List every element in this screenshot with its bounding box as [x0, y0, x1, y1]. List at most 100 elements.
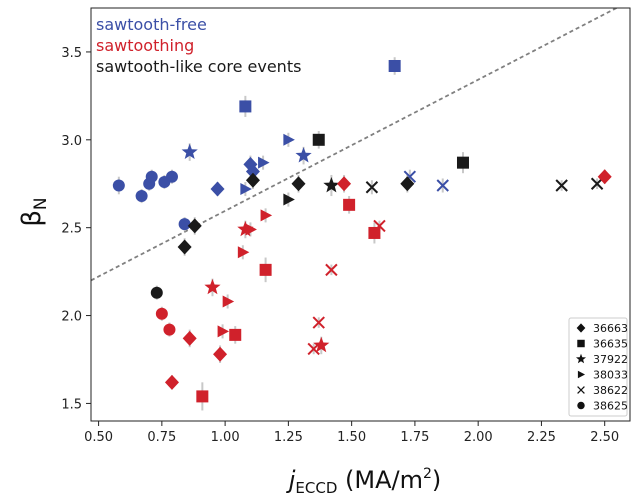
x-tick-label: 1.75 — [400, 430, 429, 445]
y-tick-label: 1.5 — [61, 397, 82, 412]
data-point-star — [237, 220, 254, 237]
data-point-diamond — [243, 156, 258, 172]
legend-saw: sawtoothing — [96, 36, 194, 55]
data-point-star — [295, 147, 312, 163]
data-point-circle — [145, 170, 158, 183]
x-axis-title-units: (MA/m — [337, 466, 423, 494]
legend-marker-triangle — [577, 370, 586, 379]
legend-marker-square — [577, 339, 585, 348]
x-tick-label: 0.50 — [84, 430, 113, 445]
data-point-star — [181, 143, 198, 159]
data-point-circle — [163, 323, 176, 336]
data-point-circle — [112, 179, 125, 192]
x-tick-label: 0.75 — [147, 430, 176, 445]
data-point-triangle — [217, 325, 230, 338]
data-point-triangle — [258, 156, 270, 169]
data-point-star — [323, 177, 340, 193]
data-point-square — [343, 198, 356, 211]
data-point-triangle — [283, 193, 295, 206]
data-point-x — [373, 219, 386, 233]
y-tick-label: 3.5 — [61, 46, 82, 61]
x-tick-label: 1.25 — [274, 430, 303, 445]
legend-label-37922: 37922 — [593, 353, 628, 366]
y-tick-label: 2.0 — [61, 310, 82, 325]
data-point-square — [196, 390, 209, 403]
data-point-diamond — [182, 330, 197, 346]
data-point-diamond — [164, 374, 179, 390]
data-point-diamond — [187, 218, 202, 234]
x-tick-label: 2.00 — [464, 430, 493, 445]
data-point-square — [229, 328, 242, 341]
data-point-diamond — [213, 346, 228, 362]
x-tick-label: 1.50 — [337, 430, 366, 445]
legend-marker-diamond — [576, 323, 586, 333]
data-point-square — [388, 59, 401, 72]
data-point-triangle — [240, 183, 252, 196]
data-point-square — [259, 263, 272, 276]
data-point-x — [555, 179, 568, 192]
category-legend: sawtooth-free sawtoothing sawtooth-like co… — [96, 15, 301, 76]
legend-label-38033: 38033 — [593, 369, 628, 382]
data-point-square — [456, 156, 469, 169]
legend-marker-circle — [577, 401, 585, 410]
boundary-line — [91, 8, 619, 282]
legend-marker-x — [577, 386, 585, 394]
data-point-triangle — [283, 133, 295, 146]
x-axis-title-units-close: ) — [432, 466, 441, 494]
data-point-triangle — [222, 295, 235, 308]
data-point-triangle — [237, 246, 250, 259]
data-point-square — [312, 133, 325, 146]
data-point-square — [239, 100, 252, 113]
y-axis-title-sub: N — [31, 197, 51, 210]
legend-label-38625: 38625 — [593, 400, 628, 413]
data-point-x — [325, 263, 338, 277]
legend-marker-star — [575, 353, 587, 364]
x-axis-title-main: j — [286, 466, 296, 494]
data-point-circle — [165, 170, 178, 183]
data-point-circle — [155, 307, 168, 320]
y-axis-title: βN — [17, 197, 51, 226]
data-point-diamond — [337, 176, 352, 192]
data-point-x — [312, 316, 325, 329]
data-point-diamond — [597, 169, 612, 185]
data-point-triangle — [245, 223, 257, 236]
y-tick-label: 3.0 — [61, 134, 82, 149]
data-point-diamond — [245, 172, 260, 188]
boundary-dashed-line — [91, 8, 619, 282]
marker-legend: 36663 36635 37922 38033 38622 38625 — [568, 317, 628, 417]
error-bars — [117, 57, 606, 411]
x-axis: 0.50 0.75 1.00 1.25 1.50 1.75 2.00 2.25 2.50 — [84, 421, 619, 445]
y-axis-title-main: β — [17, 210, 47, 227]
legend-free: sawtooth-free — [96, 15, 207, 34]
legend-core: sawtooth-like core events — [96, 57, 301, 76]
data-point-diamond — [210, 181, 225, 197]
data-point-diamond — [177, 239, 192, 255]
data-point-diamond — [400, 176, 415, 192]
axes-frame — [90, 7, 631, 422]
x-axis-title: jECCD (MA/m2) — [286, 466, 442, 495]
x-tick-label: 1.00 — [211, 430, 240, 445]
data-point-star — [204, 278, 221, 295]
legend-label-36635: 36635 — [593, 338, 628, 351]
data-point-x — [365, 181, 379, 194]
data-point-circle — [178, 218, 191, 231]
legend-label-36663: 36663 — [593, 322, 628, 335]
data-point-diamond — [291, 176, 306, 192]
y-axis: 1.5 2.0 2.5 3.0 3.5 — [61, 46, 91, 412]
x-axis-title-sub: ECCD — [295, 479, 337, 495]
data-point-diamond — [245, 163, 260, 179]
data-point-x — [436, 179, 449, 192]
data-point-circle — [135, 190, 148, 203]
x-tick-label: 2.50 — [590, 430, 619, 445]
data-point-square — [368, 226, 381, 239]
y-tick-label: 2.5 — [61, 222, 82, 237]
x-tick-label: 2.25 — [527, 430, 556, 445]
plot-frame — [90, 7, 631, 422]
data-point-x — [590, 177, 604, 190]
data-point-triangle — [260, 209, 273, 222]
x-axis-title-units-sup: 2 — [423, 466, 432, 482]
data-point-star — [313, 336, 330, 353]
data-point-circle — [150, 286, 163, 299]
legend-label-38622: 38622 — [593, 384, 628, 397]
